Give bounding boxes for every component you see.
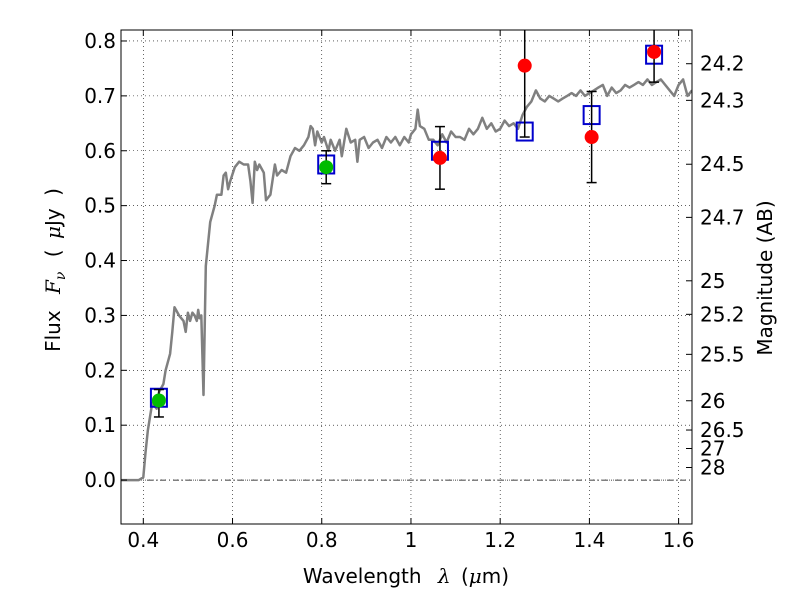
y-tick-label: 0.1: [84, 413, 116, 437]
nir-point-1: [517, 58, 532, 73]
y-axis-unit-open: (: [41, 249, 65, 257]
y-axis-symbol-sub: ν: [53, 271, 69, 280]
y-tick-label: 0.7: [84, 84, 116, 108]
y2-tick-label: 28: [700, 456, 725, 480]
x-axis-unit-rest: m): [482, 564, 509, 588]
optical-point-0: [151, 393, 166, 408]
y-tick-label: 0.8: [84, 29, 116, 53]
y-axis-unit-rest: Jy: [41, 208, 65, 228]
x-tick-label: 0.4: [127, 528, 159, 552]
y2-tick-label: 26.5: [700, 418, 745, 442]
y-tick-label: 0.2: [84, 358, 116, 382]
plot-frame: [120, 29, 693, 525]
nir-errorbar-1: [519, 30, 530, 138]
y2-tick-label: 24.3: [700, 88, 745, 112]
y2-tick-label: 24.7: [700, 205, 745, 229]
x-axis-title: Wavelength λ (μm): [303, 564, 509, 588]
y2-axis-title: Magnitude (AB): [753, 200, 777, 355]
y2-tick-label: 24.5: [700, 152, 745, 176]
y2-tick-label: 25.2: [700, 302, 745, 326]
x-tick-label: 0.6: [217, 528, 249, 552]
x-axis-symbol: λ: [437, 564, 451, 588]
x-tick-label: 1: [405, 528, 418, 552]
y-tick-label: 0.4: [84, 249, 116, 273]
y-tick-label: 0.5: [84, 194, 116, 218]
x-tick-label: 0.8: [306, 528, 338, 552]
plot-area: [121, 30, 692, 482]
x-tick-label: 1.6: [663, 528, 695, 552]
x-tick-label: 1.4: [573, 528, 605, 552]
x-axis-unit-greek: μ: [469, 564, 482, 588]
y-tick-label: 0.6: [84, 139, 116, 163]
y-tick-label: 0.0: [84, 468, 116, 492]
y-axis-symbol: F: [41, 279, 65, 295]
y-tick-label: 0.3: [84, 303, 116, 327]
y2-tick-label: 26: [700, 389, 725, 413]
y2-tick-label: 24.2: [700, 52, 745, 76]
tick-marks: [121, 30, 692, 524]
y-axis-title: Flux Fν ( μJy ): [41, 188, 70, 352]
nir-point-0: [432, 150, 447, 165]
nir-point-2: [584, 130, 599, 145]
y2-tick-label: 27: [700, 437, 725, 461]
x-axis-unit-open: (: [461, 564, 469, 588]
y2-tick-label: 25.5: [700, 342, 745, 366]
model-spectrum-line: [121, 78, 692, 482]
optical-point-1: [319, 160, 334, 175]
y-axis-unit-greek: μ: [41, 226, 65, 239]
y-axis-label: Flux: [41, 310, 65, 352]
x-axis-label: Wavelength: [303, 564, 422, 588]
x-tick-label: 1.2: [484, 528, 516, 552]
y2-tick-label: 25: [700, 269, 725, 293]
nir-point-3: [647, 44, 662, 59]
y-axis-unit-close: ): [41, 188, 65, 196]
